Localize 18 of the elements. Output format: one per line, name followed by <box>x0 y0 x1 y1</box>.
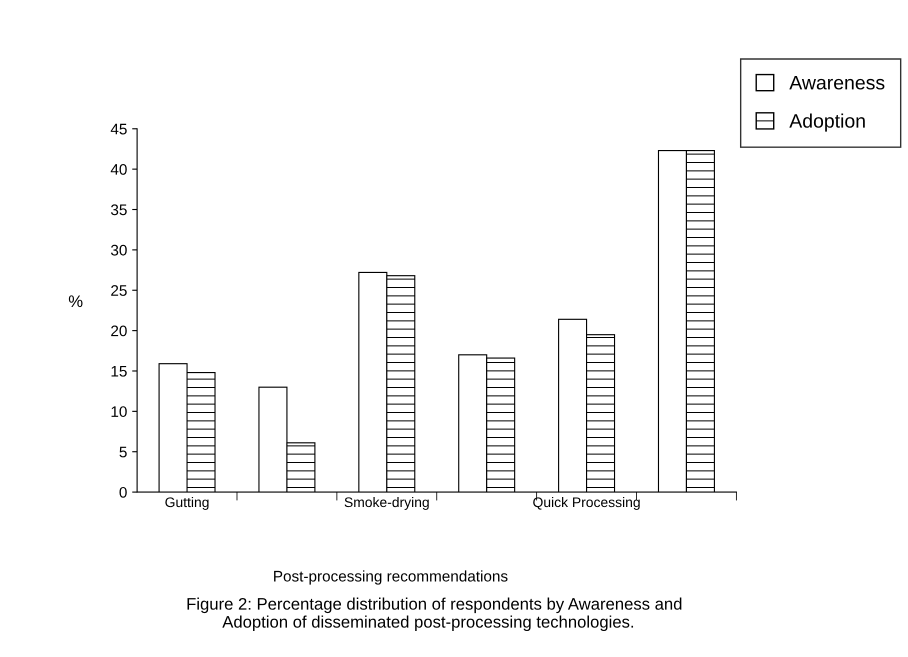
y-tick-label: 5 <box>120 446 127 458</box>
y-axis-title: % <box>68 295 82 308</box>
x-tick-label: Quick Processing <box>533 496 640 510</box>
y-tick-label: 10 <box>112 406 127 418</box>
legend-label: Awareness <box>789 76 884 90</box>
x-tick-label: Gutting <box>165 496 209 510</box>
y-tick-label: 35 <box>110 204 127 216</box>
y-tick-label: 15 <box>112 366 127 377</box>
y-tick-label: 25 <box>111 285 127 296</box>
y-tick-label: 30 <box>110 244 127 256</box>
x-axis-title: Post-processing recommendations <box>274 570 508 585</box>
x-tick-label: Smoke-drying <box>344 496 429 510</box>
y-tick-label: 40 <box>110 164 127 175</box>
legend-label: Adoption <box>789 113 865 132</box>
y-tick-label: 0 <box>119 486 127 498</box>
y-tick-label: 20 <box>111 325 127 336</box>
y-tick-label: 45 <box>110 124 127 134</box>
caption: Figure 2: Percentage distribution of respondents by Awareness and Adoption of disseminated post-processing technologies. <box>188 598 682 632</box>
